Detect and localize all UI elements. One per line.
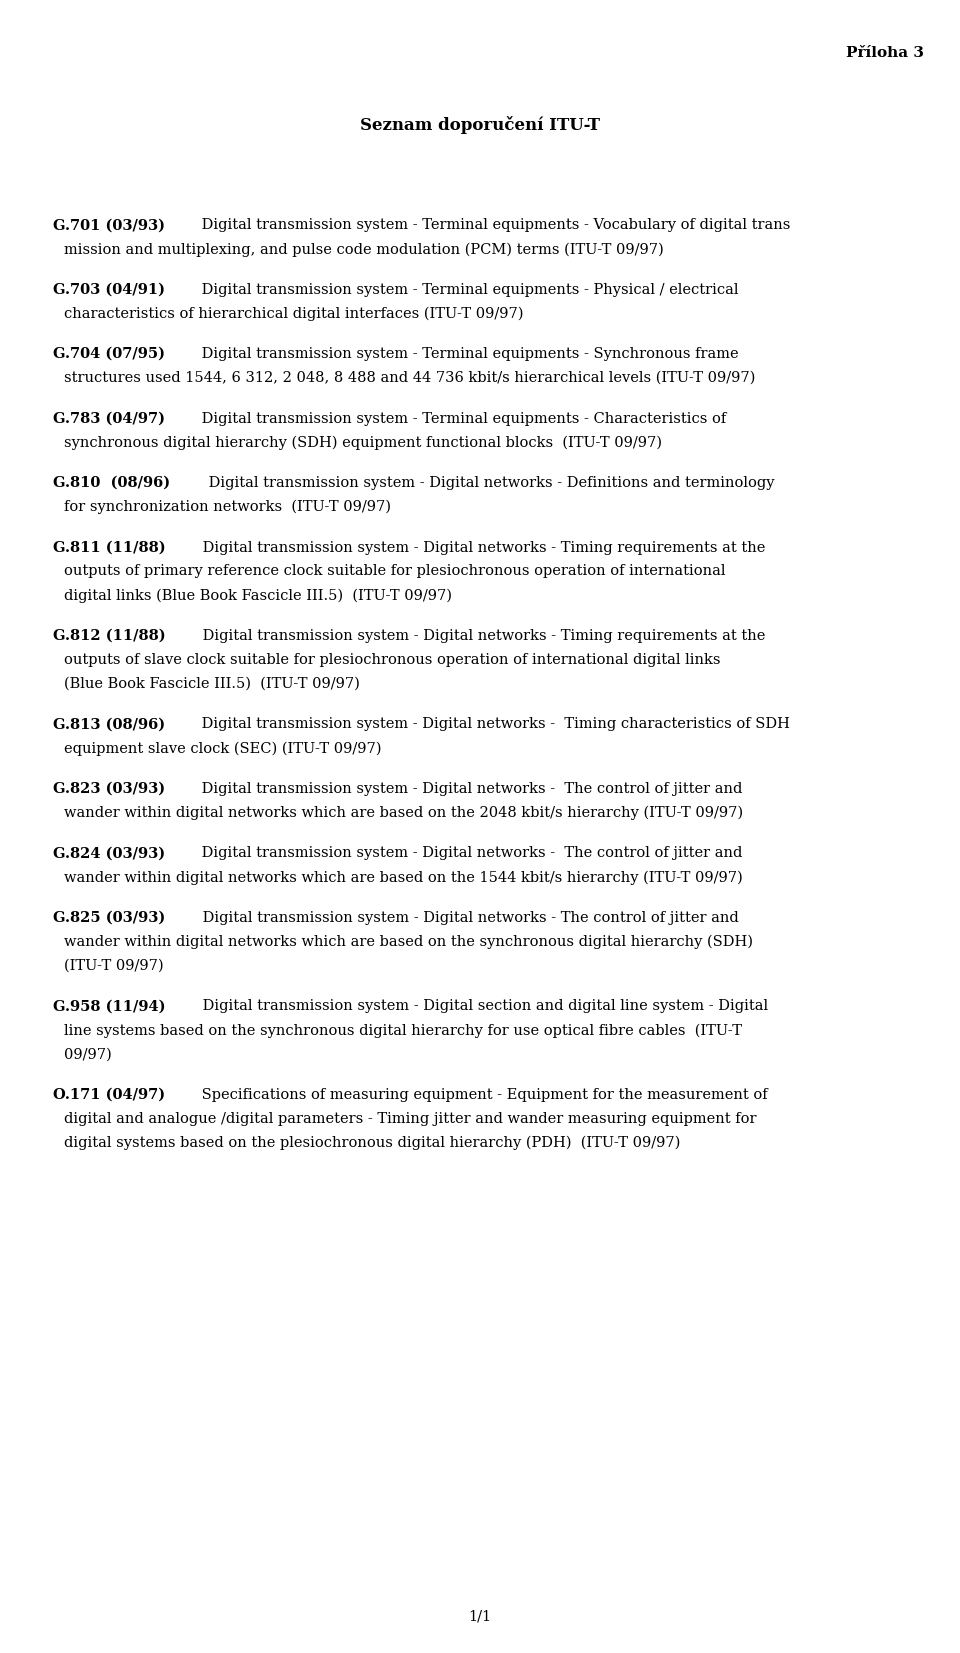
Text: 09/97): 09/97) — [64, 1046, 112, 1061]
Text: Digital transmission system - Digital networks -  The control of jitter and: Digital transmission system - Digital ne… — [198, 782, 743, 795]
Text: Digital transmission system - Terminal equipments - Physical / electrical: Digital transmission system - Terminal e… — [198, 283, 739, 296]
Text: G.813 (08/96): G.813 (08/96) — [53, 717, 165, 731]
Text: Digital transmission system - Digital networks - The control of jitter and: Digital transmission system - Digital ne… — [198, 911, 738, 924]
Text: O.171 (04/97): O.171 (04/97) — [53, 1088, 165, 1101]
Text: G.783 (04/97): G.783 (04/97) — [53, 412, 165, 425]
Text: Příloha 3: Příloha 3 — [846, 46, 924, 60]
Text: outputs of primary reference clock suitable for plesiochronous operation of inte: outputs of primary reference clock suita… — [64, 564, 726, 579]
Text: G.704 (07/95): G.704 (07/95) — [53, 347, 165, 360]
Text: Digital transmission system - Digital networks -  The control of jitter and: Digital transmission system - Digital ne… — [198, 846, 743, 860]
Text: G.701 (03/93): G.701 (03/93) — [53, 218, 165, 231]
Text: equipment slave clock (SEC) (ITU-T 09/97): equipment slave clock (SEC) (ITU-T 09/97… — [64, 741, 382, 755]
Text: G.825 (03/93): G.825 (03/93) — [53, 911, 165, 924]
Text: synchronous digital hierarchy (SDH) equipment functional blocks  (ITU-T 09/97): synchronous digital hierarchy (SDH) equi… — [64, 435, 662, 450]
Text: mission and multiplexing, and pulse code modulation (PCM) terms (ITU-T 09/97): mission and multiplexing, and pulse code… — [64, 241, 664, 256]
Text: Digital transmission system - Terminal equipments - Synchronous frame: Digital transmission system - Terminal e… — [198, 347, 739, 360]
Text: G.703 (04/91): G.703 (04/91) — [53, 283, 165, 296]
Text: Specifications of measuring equipment - Equipment for the measurement of: Specifications of measuring equipment - … — [198, 1088, 768, 1101]
Text: G.958 (11/94): G.958 (11/94) — [53, 998, 165, 1013]
Text: Digital transmission system - Terminal equipments - Characteristics of: Digital transmission system - Terminal e… — [198, 412, 727, 425]
Text: G.823 (03/93): G.823 (03/93) — [53, 782, 165, 795]
Text: wander within digital networks which are based on the 1544 kbit/s hierarchy (ITU: wander within digital networks which are… — [64, 869, 743, 884]
Text: line systems based on the synchronous digital hierarchy for use optical fibre ca: line systems based on the synchronous di… — [64, 1023, 742, 1038]
Text: 1/1: 1/1 — [468, 1610, 492, 1623]
Text: outputs of slave clock suitable for plesiochronous operation of international di: outputs of slave clock suitable for ples… — [64, 653, 721, 666]
Text: characteristics of hierarchical digital interfaces (ITU-T 09/97): characteristics of hierarchical digital … — [64, 306, 524, 321]
Text: G.811 (11/88): G.811 (11/88) — [53, 541, 165, 554]
Text: Digital transmission system - Digital networks - Definitions and terminology: Digital transmission system - Digital ne… — [204, 476, 775, 489]
Text: Digital transmission system - Digital section and digital line system - Digital: Digital transmission system - Digital se… — [198, 998, 768, 1013]
Text: Digital transmission system - Digital networks - Timing requirements at the: Digital transmission system - Digital ne… — [198, 628, 765, 643]
Text: wander within digital networks which are based on the 2048 kbit/s hierarchy (ITU: wander within digital networks which are… — [64, 805, 743, 820]
Text: structures used 1544, 6 312, 2 048, 8 488 and 44 736 kbit/s hierarchical levels : structures used 1544, 6 312, 2 048, 8 48… — [64, 370, 756, 385]
Text: for synchronization networks  (ITU-T 09/97): for synchronization networks (ITU-T 09/9… — [64, 499, 392, 514]
Text: G.812 (11/88): G.812 (11/88) — [53, 628, 165, 643]
Text: Seznam doporučení ITU-T: Seznam doporučení ITU-T — [360, 116, 600, 134]
Text: Digital transmission system - Digital networks -  Timing characteristics of SDH: Digital transmission system - Digital ne… — [198, 717, 790, 731]
Text: digital and analogue /digital parameters - Timing jitter and wander measuring eq: digital and analogue /digital parameters… — [64, 1111, 756, 1126]
Text: Digital transmission system - Digital networks - Timing requirements at the: Digital transmission system - Digital ne… — [198, 541, 765, 554]
Text: (ITU-T 09/97): (ITU-T 09/97) — [64, 959, 164, 972]
Text: Digital transmission system - Terminal equipments - Vocabulary of digital trans: Digital transmission system - Terminal e… — [198, 218, 791, 231]
Text: G.824 (03/93): G.824 (03/93) — [53, 846, 165, 860]
Text: digital systems based on the plesiochronous digital hierarchy (PDH)  (ITU-T 09/9: digital systems based on the plesiochron… — [64, 1136, 681, 1150]
Text: wander within digital networks which are based on the synchronous digital hierar: wander within digital networks which are… — [64, 934, 758, 949]
Text: (Blue Book Fascicle III.5)  (ITU-T 09/97): (Blue Book Fascicle III.5) (ITU-T 09/97) — [64, 676, 360, 691]
Text: G.810  (08/96): G.810 (08/96) — [53, 476, 170, 489]
Text: digital links (Blue Book Fascicle III.5)  (ITU-T 09/97): digital links (Blue Book Fascicle III.5)… — [64, 588, 452, 603]
